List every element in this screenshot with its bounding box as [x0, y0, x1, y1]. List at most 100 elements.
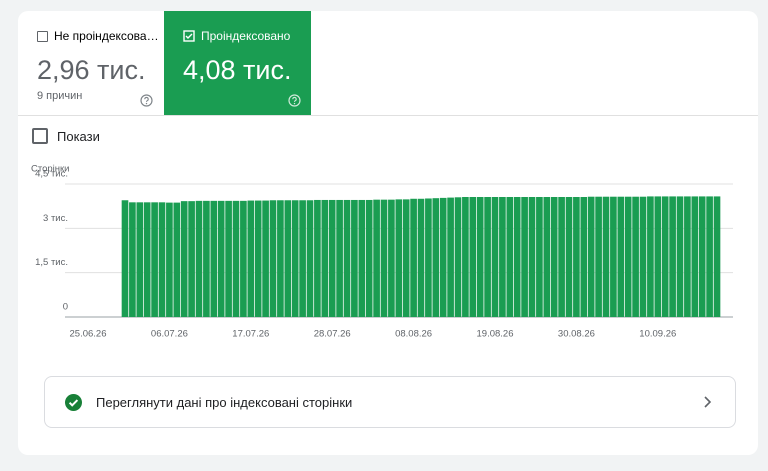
bar — [291, 200, 299, 317]
tab-label: Проіндексовано — [201, 29, 291, 43]
bar — [580, 197, 588, 317]
bar — [402, 199, 410, 317]
bar — [151, 202, 158, 317]
toggle-label: Покази — [57, 128, 100, 144]
bar — [314, 199, 321, 317]
bar — [469, 197, 477, 317]
help-icon[interactable] — [140, 94, 153, 107]
bar — [676, 196, 684, 317]
bar — [639, 196, 647, 317]
bar — [624, 196, 632, 317]
x-tick-label: 08.08.26 — [395, 329, 432, 340]
bar — [558, 197, 565, 317]
x-tick-label: 28.07.26 — [314, 329, 351, 340]
y-tick-label: 1,5 тис. — [35, 257, 68, 268]
link-card[interactable]: Переглянути дані про індексовані сторінк… — [44, 376, 736, 428]
bar — [713, 196, 721, 317]
bar — [669, 196, 676, 317]
bar — [602, 196, 610, 317]
bar — [380, 199, 388, 317]
bar — [506, 197, 514, 317]
bar — [328, 199, 336, 317]
chevron — [704, 396, 712, 408]
bar — [166, 202, 173, 317]
bar — [247, 200, 255, 317]
bar — [365, 199, 373, 317]
bar — [358, 199, 366, 317]
x-tick-label: 17.07.26 — [232, 329, 269, 340]
checkbox[interactable] — [37, 30, 48, 42]
check-icon — [65, 393, 82, 411]
bar — [158, 202, 166, 317]
bar — [513, 197, 521, 317]
bar — [217, 200, 225, 317]
bar — [647, 196, 654, 317]
bar — [321, 199, 329, 317]
bar — [143, 202, 151, 317]
x-tick-label: 25.06.26 — [70, 329, 107, 340]
bar — [573, 197, 580, 317]
bar — [661, 196, 669, 317]
tab[interactable]: Проіндексовано 4,08 тис. — [164, 11, 311, 115]
divider — [18, 115, 758, 116]
toggle[interactable]: Покази — [32, 128, 100, 144]
bar — [240, 200, 247, 317]
bar — [225, 200, 232, 317]
y-tick-label: 4,5 тис. — [35, 169, 68, 180]
bar — [373, 199, 380, 317]
bar — [706, 196, 713, 317]
help-icon[interactable] — [288, 94, 301, 107]
bar — [336, 199, 343, 317]
bar — [195, 200, 203, 317]
bar — [691, 196, 699, 317]
x-tick-label: 06.07.26 — [151, 329, 188, 340]
bar — [454, 197, 462, 317]
bar — [351, 199, 358, 317]
bar — [610, 196, 617, 317]
x-tick-label: 10.09.26 — [639, 329, 676, 340]
bar — [299, 200, 306, 317]
bar — [410, 198, 417, 317]
bar — [180, 201, 188, 317]
bar — [136, 202, 144, 317]
bar — [432, 198, 440, 317]
bar — [262, 200, 269, 317]
bar — [306, 200, 314, 317]
bar — [439, 197, 447, 317]
bar — [565, 197, 573, 317]
bar — [684, 196, 691, 317]
tab[interactable]: Не проіндексова… 2,96 тис. 9 причин — [18, 11, 163, 115]
bar — [595, 196, 602, 317]
bar — [476, 197, 484, 317]
y-tick-label: 0 — [63, 302, 68, 313]
chart: Сторінки 0 1,5 тис. 3 тис. 4,5 тис. 25.06.26… — [31, 164, 733, 340]
bar — [550, 197, 558, 317]
bar — [129, 202, 136, 317]
bar — [210, 200, 218, 317]
bar — [388, 199, 395, 317]
bar — [654, 196, 662, 317]
tab-label: Не проіндексова… — [54, 29, 159, 43]
bar — [417, 198, 425, 317]
bar — [521, 197, 528, 317]
bar — [462, 197, 469, 317]
y-axis-label: Сторінки — [31, 164, 70, 175]
tab-value: 4,08 тис. — [183, 55, 292, 85]
bar — [698, 196, 706, 317]
bar — [425, 198, 432, 317]
tab-value: 2,96 тис. — [37, 55, 146, 85]
bar — [447, 197, 454, 317]
bar — [188, 201, 195, 317]
checkbox[interactable] — [183, 30, 195, 42]
link-text: Переглянути дані про індексовані сторінк… — [96, 394, 353, 410]
tab-subtitle: 9 причин — [37, 90, 83, 102]
checkbox[interactable] — [32, 128, 48, 144]
bar — [395, 199, 403, 317]
bar — [617, 196, 625, 317]
bar — [536, 197, 543, 317]
bar — [277, 200, 284, 317]
bar — [543, 197, 551, 317]
bar — [232, 200, 240, 317]
bar — [254, 200, 262, 317]
